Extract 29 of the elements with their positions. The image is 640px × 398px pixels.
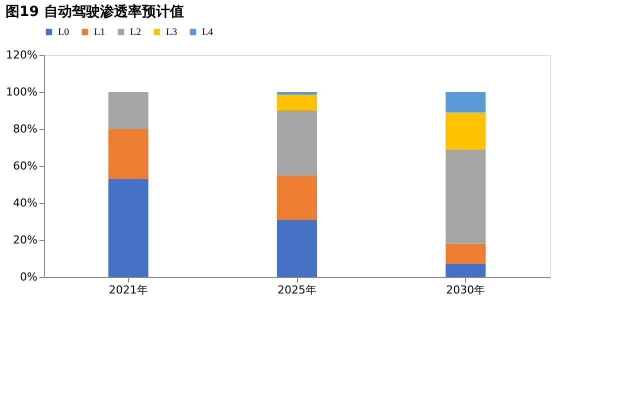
y-tick-label: 80%: [13, 122, 38, 136]
legend-label: L3: [166, 27, 178, 38]
bar: [277, 175, 317, 220]
x-tick-label: 2030年: [446, 284, 486, 296]
bar: [446, 112, 486, 150]
bar: [108, 178, 148, 277]
legend-label: L1: [94, 27, 106, 38]
bar: [446, 244, 486, 264]
y-tick-label: 120%: [6, 48, 38, 62]
bar: [277, 110, 317, 176]
y-tick-label: 100%: [6, 86, 38, 98]
bar: [277, 94, 317, 110]
x-tick-label: 2025年: [278, 284, 316, 296]
y-tick-label: 60%: [13, 160, 38, 172]
legend-label: L2: [130, 27, 142, 38]
y-tick-label: 40%: [13, 196, 38, 210]
bar: [446, 92, 486, 112]
legend-label: L4: [202, 27, 214, 38]
bar: [108, 129, 148, 179]
legend-label: L0: [58, 27, 70, 38]
bar: [108, 92, 148, 129]
bar: [446, 149, 486, 244]
x-tick-label: 2021年: [108, 284, 148, 296]
bar: [277, 220, 317, 277]
bar: [277, 92, 317, 95]
bar: [446, 264, 486, 277]
y-tick-label: 20%: [13, 234, 38, 246]
y-tick-label: 0%: [20, 270, 38, 284]
chart-title: 图19 自动驾驶渗透率预计值: [6, 3, 184, 20]
